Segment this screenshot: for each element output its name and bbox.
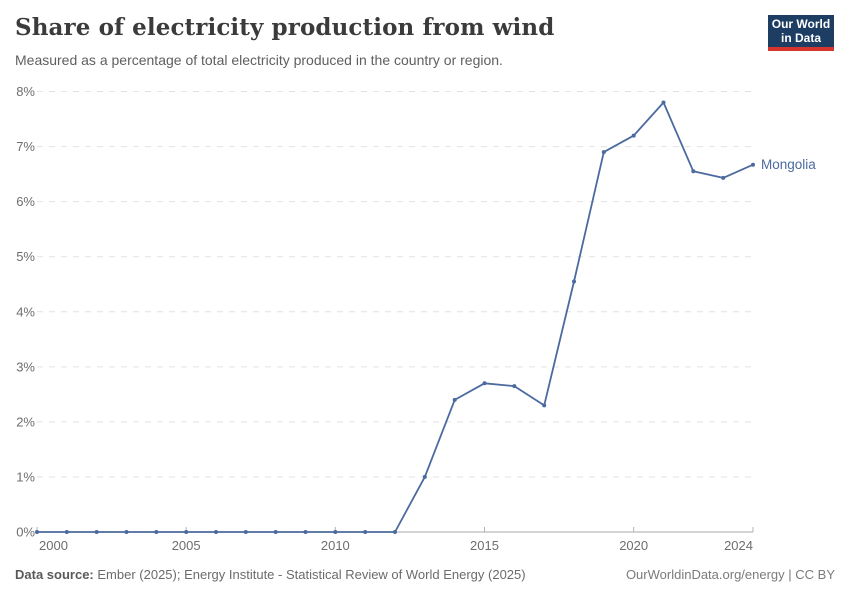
data-point[interactable]	[721, 175, 726, 180]
y-tick-label: 7%	[16, 139, 35, 154]
data-point[interactable]	[154, 530, 159, 534]
y-tick-label: 4%	[16, 304, 35, 319]
x-tick-label: 2015	[470, 538, 499, 553]
data-source: Data source: Ember (2025); Energy Instit…	[15, 567, 526, 582]
x-tick-label: 2020	[619, 538, 648, 553]
x-tick-label: 2000	[39, 538, 68, 553]
data-point[interactable]	[214, 530, 218, 534]
y-tick-label: 8%	[16, 84, 35, 99]
data-point[interactable]	[422, 474, 427, 479]
data-point[interactable]	[94, 530, 99, 534]
data-point[interactable]	[572, 279, 576, 284]
data-point[interactable]	[691, 169, 696, 174]
y-tick-label: 3%	[16, 359, 35, 374]
data-point[interactable]	[303, 530, 308, 534]
data-point[interactable]	[601, 150, 606, 155]
data-point[interactable]	[363, 530, 368, 534]
series-label: Mongolia	[761, 157, 816, 172]
data-point[interactable]	[273, 530, 278, 534]
data-source-label: Data source:	[15, 567, 94, 582]
data-point[interactable]	[482, 381, 487, 386]
y-tick-label: 2%	[16, 414, 35, 429]
data-point[interactable]	[512, 384, 517, 389]
data-point[interactable]	[661, 100, 666, 105]
x-tick-label: 2010	[321, 538, 350, 553]
y-tick-label: 1%	[16, 469, 35, 484]
data-point[interactable]	[542, 403, 547, 408]
chart-footer: Data source: Ember (2025); Energy Instit…	[15, 567, 835, 582]
data-point[interactable]	[452, 397, 457, 402]
data-point[interactable]	[64, 530, 69, 534]
data-point[interactable]	[393, 530, 397, 534]
data-line	[36, 101, 754, 533]
data-point[interactable]	[631, 133, 636, 138]
chart-title: Share of electricity production from win…	[15, 14, 555, 41]
data-point[interactable]	[751, 162, 755, 167]
data-source-text: Ember (2025); Energy Institute - Statist…	[97, 567, 526, 582]
y-tick-label: 5%	[16, 249, 35, 264]
data-point[interactable]	[124, 530, 129, 534]
x-tick-label: 2024	[724, 538, 753, 553]
data-point[interactable]	[35, 530, 39, 534]
x-tick-label: 2005	[172, 538, 201, 553]
data-point[interactable]	[243, 530, 248, 534]
chart-subtitle: Measured as a percentage of total electr…	[15, 52, 503, 68]
y-tick-label: 0%	[16, 525, 35, 540]
data-point[interactable]	[333, 530, 338, 534]
owid-logo-line1: Our World	[771, 17, 831, 31]
owid-logo[interactable]: Our World in Data	[768, 15, 834, 51]
footer-link[interactable]: OurWorldinData.org/energy | CC BY	[625, 567, 835, 582]
owid-logo-line2: in Data	[780, 31, 821, 45]
data-point[interactable]	[184, 530, 189, 534]
y-tick-label: 6%	[16, 194, 35, 209]
